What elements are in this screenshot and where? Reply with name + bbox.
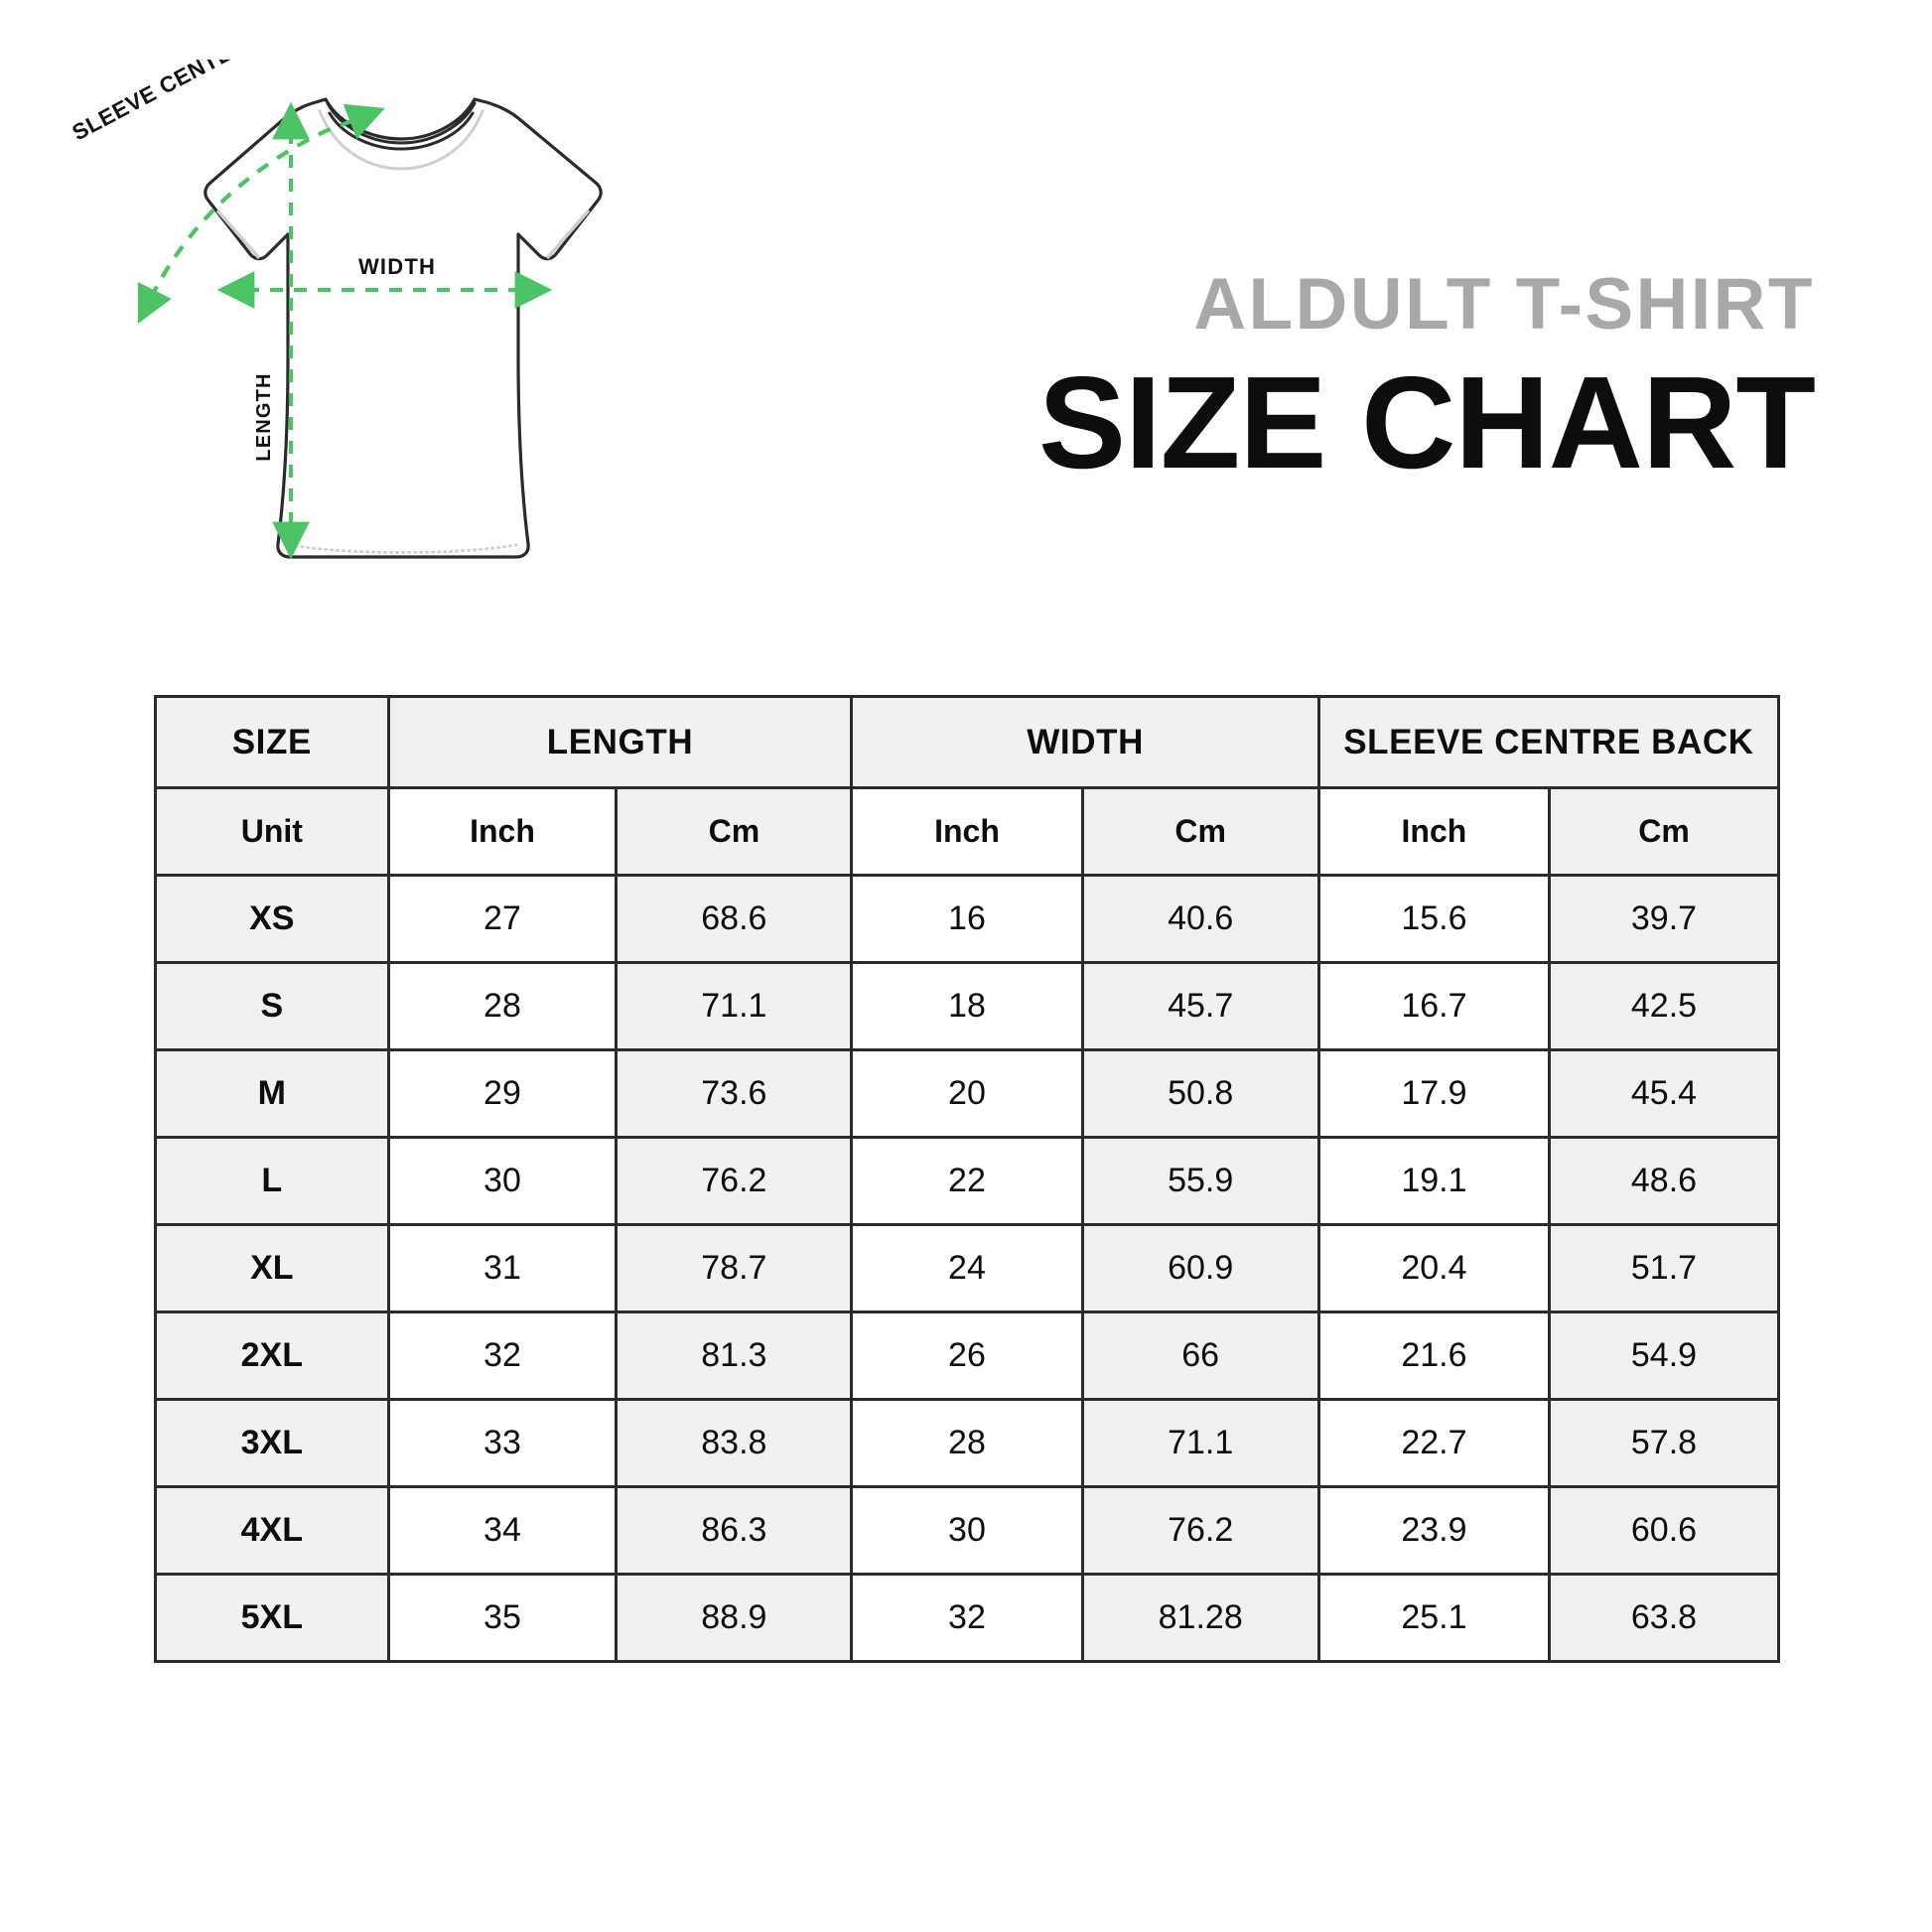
cell-length-inch: 30 xyxy=(386,1136,619,1226)
cell-width-inch: 22 xyxy=(850,1136,1084,1226)
cell-sleeve-inch: 15.6 xyxy=(1316,874,1551,964)
group-header-size: SIZE xyxy=(154,695,390,789)
cell-sleeve-cm: 63.8 xyxy=(1547,1573,1781,1663)
table-row: L 30 76.2 22 55.9 19.1 48.6 xyxy=(154,1136,1781,1226)
tshirt-diagram: SLEEVE CENTER BACK WIDTH LENGTH xyxy=(60,60,675,655)
cell-sleeve-cm: 48.6 xyxy=(1547,1136,1781,1226)
cell-width-inch: 24 xyxy=(850,1223,1084,1313)
cell-size: M xyxy=(154,1048,390,1139)
cell-length-inch: 28 xyxy=(386,961,619,1051)
unit-header-length-cm: Cm xyxy=(615,786,854,877)
group-header-sleeve: SLEEVE CENTRE BACK xyxy=(1316,695,1781,789)
table-group-header-row: SIZE LENGTH WIDTH SLEEVE CENTRE BACK xyxy=(154,695,1781,789)
cell-sleeve-inch: 22.7 xyxy=(1316,1398,1551,1488)
cell-width-cm: 76.2 xyxy=(1080,1485,1320,1576)
table-body: XS 27 68.6 16 40.6 15.6 39.7 S 28 71.1 18 45.7 16.7 4… xyxy=(154,874,1781,1663)
unit-header-sleeve-cm: Cm xyxy=(1547,786,1781,877)
cell-sleeve-inch: 25.1 xyxy=(1316,1573,1551,1663)
cell-width-inch: 32 xyxy=(850,1573,1084,1663)
cell-length-cm: 68.6 xyxy=(615,874,854,964)
cell-length-cm: 86.3 xyxy=(615,1485,854,1576)
cell-sleeve-inch: 17.9 xyxy=(1316,1048,1551,1139)
cell-size: 5XL xyxy=(154,1573,390,1663)
table-row: 4XL 34 86.3 30 76.2 23.9 60.6 xyxy=(154,1485,1781,1576)
cell-size: S xyxy=(154,961,390,1051)
cell-sleeve-cm: 57.8 xyxy=(1547,1398,1781,1488)
cell-length-cm: 73.6 xyxy=(615,1048,854,1139)
size-chart-table: SIZE LENGTH WIDTH SLEEVE CENTRE BACK Uni… xyxy=(154,695,1781,1663)
cell-width-inch: 16 xyxy=(850,874,1084,964)
chart-subtitle: ALDULT T-SHIRT xyxy=(1193,264,1815,345)
table-row: 5XL 35 88.9 32 81.28 25.1 63.8 xyxy=(154,1573,1781,1663)
bottom-hem xyxy=(288,543,518,554)
cell-size: 3XL xyxy=(154,1398,390,1488)
unit-header-width-cm: Cm xyxy=(1080,786,1320,877)
cell-length-inch: 33 xyxy=(386,1398,619,1488)
cell-length-cm: 81.3 xyxy=(615,1311,854,1401)
table-row: M 29 73.6 20 50.8 17.9 45.4 xyxy=(154,1048,1781,1139)
table-row: S 28 71.1 18 45.7 16.7 42.5 xyxy=(154,961,1781,1051)
cell-size: L xyxy=(154,1136,390,1226)
cell-length-inch: 29 xyxy=(386,1048,619,1139)
cell-length-inch: 35 xyxy=(386,1573,619,1663)
cell-length-inch: 31 xyxy=(386,1223,619,1313)
cell-width-inch: 28 xyxy=(850,1398,1084,1488)
cell-width-cm: 71.1 xyxy=(1080,1398,1320,1488)
unit-header-sleeve-inch: Inch xyxy=(1316,786,1551,877)
cell-sleeve-inch: 16.7 xyxy=(1316,961,1551,1051)
cell-sleeve-inch: 21.6 xyxy=(1316,1311,1551,1401)
cell-size: 4XL xyxy=(154,1485,390,1576)
cell-size: 2XL xyxy=(154,1311,390,1401)
cell-width-cm: 81.28 xyxy=(1080,1573,1320,1663)
cell-length-cm: 83.8 xyxy=(615,1398,854,1488)
cell-sleeve-cm: 39.7 xyxy=(1547,874,1781,964)
group-header-width: WIDTH xyxy=(850,695,1320,789)
unit-header-unit: Unit xyxy=(154,786,390,877)
cell-sleeve-inch: 19.1 xyxy=(1316,1136,1551,1226)
page-title: SIZE CHART xyxy=(1038,349,1816,495)
cell-width-cm: 66 xyxy=(1080,1311,1320,1401)
width-label: WIDTH xyxy=(358,254,436,279)
length-label: LENGTH xyxy=(253,372,275,461)
cell-width-inch: 26 xyxy=(850,1311,1084,1401)
cell-length-inch: 27 xyxy=(386,874,619,964)
header-area: SLEEVE CENTER BACK WIDTH LENGTH ALDULT T… xyxy=(0,0,1932,685)
cell-length-cm: 71.1 xyxy=(615,961,854,1051)
cell-width-inch: 18 xyxy=(850,961,1084,1051)
cell-size: XS xyxy=(154,874,390,964)
cell-width-cm: 40.6 xyxy=(1080,874,1320,964)
cell-length-cm: 78.7 xyxy=(615,1223,854,1313)
table-row: 3XL 33 83.8 28 71.1 22.7 57.8 xyxy=(154,1398,1781,1488)
unit-header-length-inch: Inch xyxy=(386,786,619,877)
cell-size: XL xyxy=(154,1223,390,1313)
cell-length-inch: 34 xyxy=(386,1485,619,1576)
cell-length-inch: 32 xyxy=(386,1311,619,1401)
cell-sleeve-inch: 23.9 xyxy=(1316,1485,1551,1576)
cell-sleeve-cm: 54.9 xyxy=(1547,1311,1781,1401)
sleeve-seam-right xyxy=(545,208,591,260)
cell-sleeve-inch: 20.4 xyxy=(1316,1223,1551,1313)
cell-sleeve-cm: 45.4 xyxy=(1547,1048,1781,1139)
table-unit-header-row: Unit Inch Cm Inch Cm Inch Cm xyxy=(154,786,1781,877)
table-row: 2XL 32 81.3 26 66 21.6 54.9 xyxy=(154,1311,1781,1401)
cell-width-cm: 55.9 xyxy=(1080,1136,1320,1226)
cell-length-cm: 88.9 xyxy=(615,1573,854,1663)
unit-header-width-inch: Inch xyxy=(850,786,1084,877)
cell-width-cm: 60.9 xyxy=(1080,1223,1320,1313)
cell-sleeve-cm: 60.6 xyxy=(1547,1485,1781,1576)
cell-sleeve-cm: 51.7 xyxy=(1547,1223,1781,1313)
cell-width-inch: 20 xyxy=(850,1048,1084,1139)
group-header-length: LENGTH xyxy=(386,695,854,789)
size-chart-table-container: SIZE LENGTH WIDTH SLEEVE CENTRE BACK Uni… xyxy=(154,695,1781,1663)
table-row: XL 31 78.7 24 60.9 20.4 51.7 xyxy=(154,1223,1781,1313)
cell-sleeve-cm: 42.5 xyxy=(1547,961,1781,1051)
table-row: XS 27 68.6 16 40.6 15.6 39.7 xyxy=(154,874,1781,964)
cell-width-inch: 30 xyxy=(850,1485,1084,1576)
cell-width-cm: 45.7 xyxy=(1080,961,1320,1051)
cell-length-cm: 76.2 xyxy=(615,1136,854,1226)
title-block: ALDULT T-SHIRT SIZE CHART xyxy=(1038,264,1816,495)
cell-width-cm: 50.8 xyxy=(1080,1048,1320,1139)
